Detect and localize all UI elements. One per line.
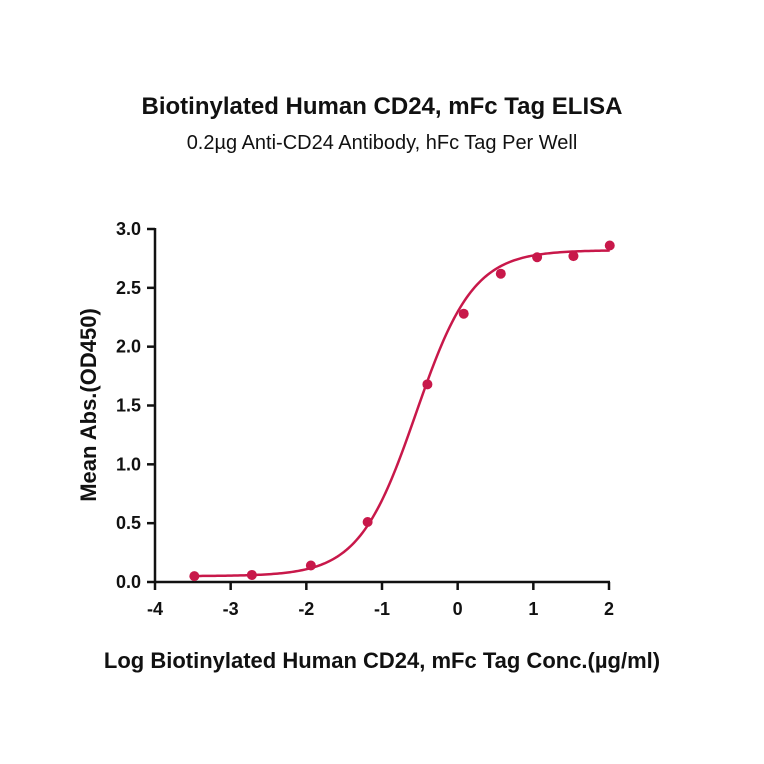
data-point xyxy=(362,516,373,527)
x-tick-label: 2 xyxy=(604,599,614,619)
x-axis-label: Log Biotinylated Human CD24, mFc Tag Con… xyxy=(104,648,660,673)
x-tick-label: -4 xyxy=(147,599,163,619)
axes: 0.0 0.5 1.0 1.5 2.0 2.5 3.0 -4 -3 -2 -1 0 1 2 xyxy=(116,219,614,619)
y-tick-label: 3.0 xyxy=(116,219,141,239)
x-tick-label: -2 xyxy=(298,599,314,619)
fit-curve xyxy=(194,249,610,578)
chart-title: Biotinylated Human CD24, mFc Tag ELISA xyxy=(141,93,623,120)
y-tick-label: 0.5 xyxy=(116,513,141,533)
data-point xyxy=(458,308,469,319)
data-point xyxy=(189,571,200,582)
data-point xyxy=(532,252,543,263)
data-point xyxy=(568,251,579,262)
y-tick-label: 2.5 xyxy=(116,278,141,298)
data-point xyxy=(246,569,257,580)
chart-subtitle: 0.2µg Anti-CD24 Antibody, hFc Tag Per We… xyxy=(186,132,578,154)
data-point xyxy=(305,560,316,571)
y-tick-label: 1.5 xyxy=(116,396,141,416)
data-point xyxy=(422,379,433,390)
data-point xyxy=(495,268,506,279)
data-points-layer xyxy=(189,240,615,582)
y-axis-label: Mean Abs.(OD450) xyxy=(76,308,101,502)
y-tick-label: 1.0 xyxy=(116,454,141,474)
x-tick-label: 0 xyxy=(453,599,463,619)
x-tick-label: 1 xyxy=(528,599,538,619)
data-point xyxy=(604,240,615,251)
y-tick-label: 2.0 xyxy=(116,337,141,357)
fit-curve-layer xyxy=(194,249,610,578)
x-tick-label: -1 xyxy=(374,599,390,619)
y-tick-label: 0.0 xyxy=(116,572,141,592)
x-tick-label: -3 xyxy=(223,599,239,619)
